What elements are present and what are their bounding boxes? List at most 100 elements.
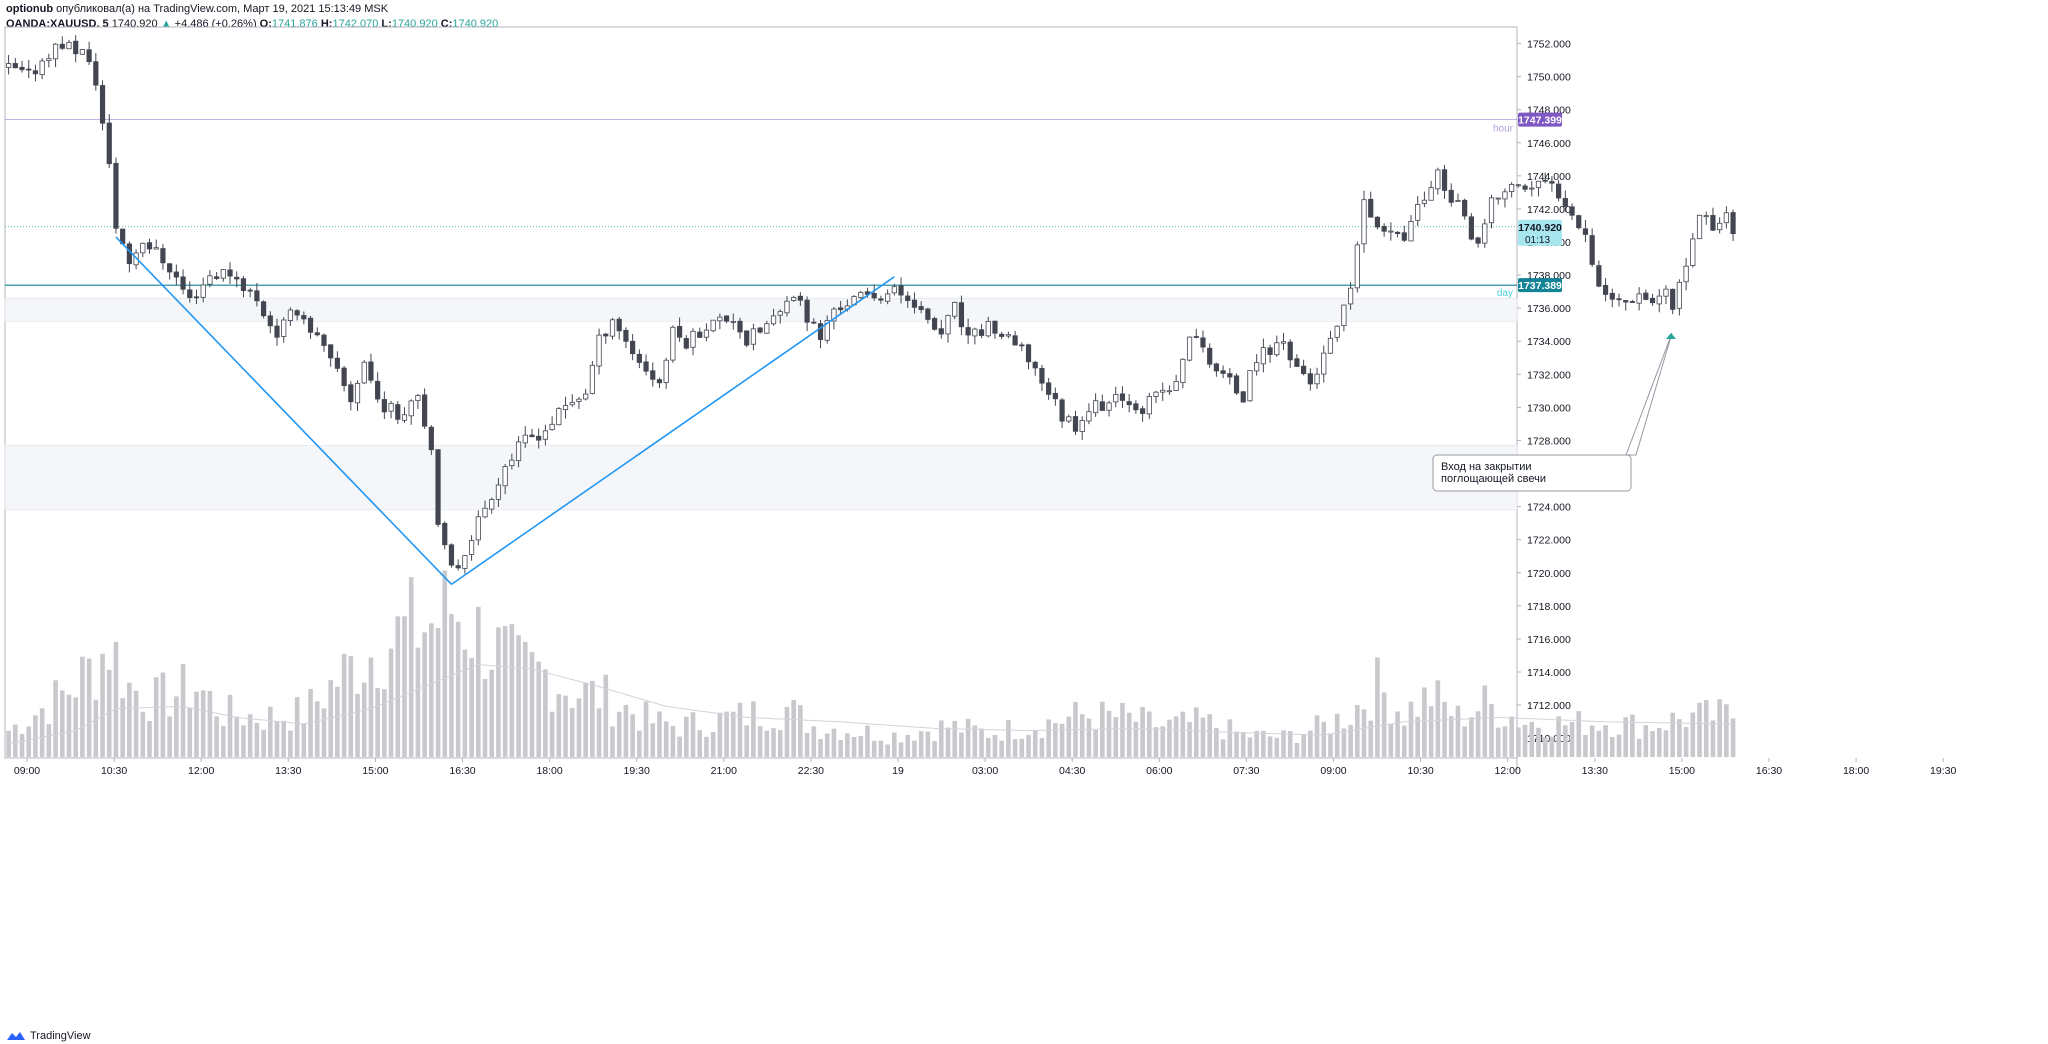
volume-bar bbox=[13, 724, 18, 757]
candle-down bbox=[167, 263, 173, 273]
volume-bar bbox=[100, 653, 105, 757]
volume-bar bbox=[536, 661, 541, 757]
volume-bar bbox=[496, 627, 501, 757]
volume-bar bbox=[59, 690, 65, 757]
candle-down bbox=[301, 315, 307, 320]
candle-up bbox=[576, 398, 582, 402]
candle-up bbox=[39, 60, 45, 76]
volume-bar bbox=[274, 721, 280, 757]
candle-down bbox=[180, 276, 186, 290]
candle-up bbox=[6, 63, 12, 68]
volume-bar bbox=[113, 641, 119, 757]
x-tick-label: 03:00 bbox=[972, 765, 998, 777]
volume-bar bbox=[697, 730, 703, 757]
x-tick-label: 13:30 bbox=[275, 765, 301, 777]
candle-up bbox=[1093, 400, 1099, 414]
volume-bar bbox=[1368, 720, 1374, 757]
candle-down bbox=[1602, 284, 1609, 295]
candle-down bbox=[368, 361, 374, 381]
candle-up bbox=[1173, 380, 1179, 391]
volume-bar bbox=[247, 714, 253, 757]
candle-up bbox=[1361, 199, 1367, 245]
candle-down bbox=[737, 320, 743, 333]
candle-down bbox=[1294, 358, 1300, 367]
volume-bar bbox=[1247, 737, 1253, 757]
volume-bar bbox=[1482, 685, 1488, 757]
candle-down bbox=[536, 435, 542, 441]
volume-bar bbox=[469, 657, 474, 757]
volume-bar bbox=[127, 682, 132, 757]
candle-up bbox=[1435, 169, 1441, 190]
volume-bar bbox=[234, 716, 240, 757]
candle-down bbox=[1710, 215, 1716, 231]
entry-up-arrow-icon bbox=[1666, 333, 1676, 339]
volume-bar bbox=[912, 740, 917, 757]
candle-up bbox=[1153, 391, 1159, 397]
candle-up bbox=[730, 321, 736, 323]
volume-bar bbox=[1355, 705, 1360, 757]
candle-down bbox=[603, 333, 609, 337]
candle-up bbox=[408, 400, 414, 417]
volume-bar bbox=[1395, 711, 1400, 757]
volume-bar bbox=[1502, 726, 1508, 757]
x-tick-label: 12:00 bbox=[1495, 765, 1521, 777]
volume-bar bbox=[1677, 719, 1682, 757]
candle-down bbox=[375, 380, 381, 400]
volume-bar bbox=[194, 691, 199, 757]
volume-bar bbox=[1563, 725, 1568, 757]
candle-down bbox=[341, 367, 347, 386]
volume-bar bbox=[1415, 716, 1420, 757]
candle-up bbox=[690, 330, 696, 348]
candle-down bbox=[1394, 231, 1401, 234]
candle-up bbox=[1066, 416, 1072, 422]
candle-up bbox=[361, 361, 367, 384]
volume-bar bbox=[1529, 721, 1535, 757]
x-tick-label: 07:30 bbox=[1233, 765, 1259, 777]
volume-bar bbox=[361, 682, 367, 757]
volume-bar bbox=[616, 711, 622, 757]
volume-bar bbox=[476, 606, 481, 757]
volume-bar bbox=[1670, 712, 1675, 757]
x-tick-label: 22:30 bbox=[798, 765, 824, 777]
candle-up bbox=[46, 58, 52, 61]
candle-up bbox=[1428, 187, 1434, 201]
volume-bar bbox=[1542, 737, 1548, 757]
candle-down bbox=[1475, 237, 1481, 244]
candle-up bbox=[1495, 197, 1501, 200]
candle-down bbox=[1643, 292, 1649, 300]
y-tick-label: 1716.000 bbox=[1527, 634, 1571, 646]
volume-bar bbox=[1086, 718, 1092, 757]
candle-down bbox=[1374, 216, 1381, 228]
candle-down bbox=[958, 302, 965, 328]
day-price-badge-text: 1737.389 bbox=[1518, 280, 1562, 292]
candle-down bbox=[448, 544, 455, 566]
candle-down bbox=[918, 306, 924, 310]
candle-down bbox=[1012, 335, 1018, 346]
volume-bar bbox=[637, 730, 642, 757]
volume-bar bbox=[576, 698, 582, 757]
brand-text[interactable]: TradingView bbox=[30, 1030, 91, 1042]
volume-bar bbox=[509, 624, 515, 757]
volume-bar bbox=[1643, 725, 1649, 757]
candle-down bbox=[294, 310, 300, 316]
volume-bar bbox=[1214, 727, 1219, 757]
candle-down bbox=[656, 379, 663, 384]
candle-down bbox=[334, 357, 340, 369]
candle-down bbox=[1522, 185, 1528, 190]
volume-bar bbox=[610, 726, 615, 757]
volume-bar bbox=[1066, 716, 1072, 757]
volume-bar bbox=[798, 705, 803, 757]
candle-up bbox=[1535, 180, 1542, 189]
x-tick-label: 19:30 bbox=[624, 765, 650, 777]
volume-bar bbox=[556, 694, 562, 757]
last-price-badge-bg bbox=[1518, 219, 1562, 246]
author-name[interactable]: optionub bbox=[6, 3, 54, 15]
y-tick-label: 1732.000 bbox=[1527, 369, 1571, 381]
candle-up bbox=[784, 300, 790, 314]
candle-down bbox=[1072, 416, 1079, 432]
volume-bar bbox=[1549, 736, 1555, 757]
candle-up bbox=[891, 286, 897, 294]
candle-down bbox=[1233, 375, 1240, 394]
candle-down bbox=[267, 315, 273, 327]
